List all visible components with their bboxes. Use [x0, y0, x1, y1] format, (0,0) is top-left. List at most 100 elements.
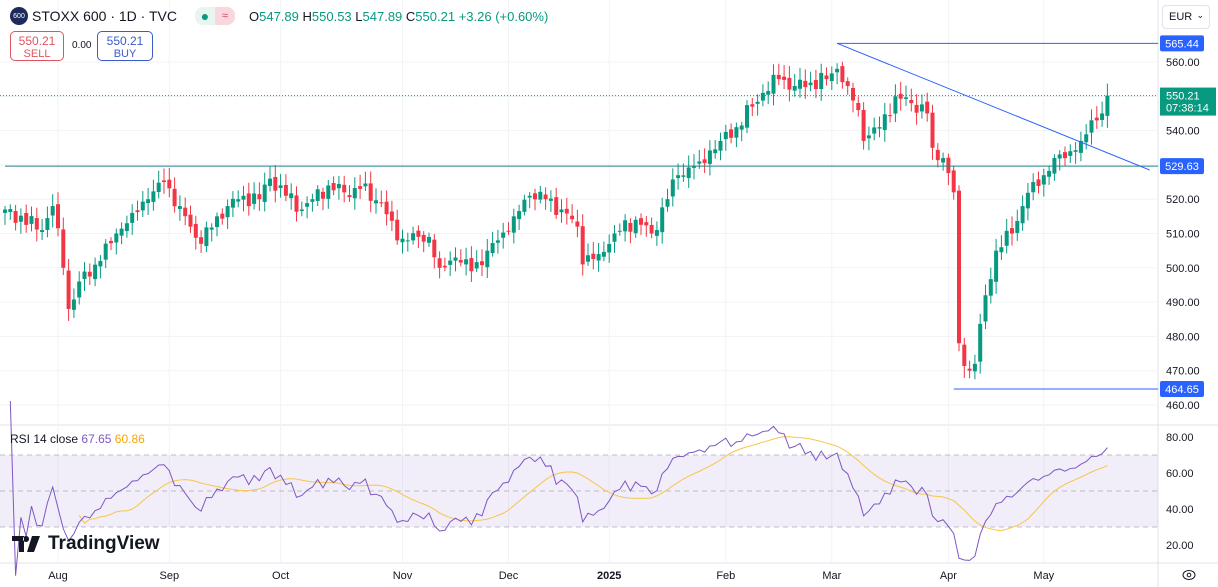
candle-body	[930, 112, 935, 148]
candle-body	[384, 201, 389, 215]
candle-body	[1004, 230, 1009, 246]
candle-body	[1041, 175, 1046, 185]
level-price-label: 565.44	[1165, 38, 1199, 50]
candle-body	[1089, 120, 1094, 133]
settings-icon	[1182, 570, 1196, 580]
candle-body	[188, 214, 193, 227]
time-tick-label: Mar	[822, 570, 841, 582]
candle-body	[98, 260, 103, 267]
candle-body	[1063, 152, 1067, 159]
candle-body	[882, 114, 887, 130]
candle-body	[601, 251, 606, 257]
time-tick-label: Oct	[272, 570, 289, 582]
candle-body	[156, 182, 161, 193]
candle-body	[835, 68, 840, 73]
candle-body	[872, 127, 877, 134]
currency-select[interactable]: EUR ⌄	[1162, 5, 1210, 29]
candle-body	[29, 216, 34, 224]
candle-body	[321, 191, 325, 199]
candle-body	[649, 224, 654, 234]
candle-body	[697, 161, 702, 164]
candle-body	[734, 127, 739, 138]
candle-body	[570, 215, 575, 220]
candle-body	[262, 184, 267, 202]
candle-body	[898, 93, 903, 99]
candle-body	[586, 255, 590, 262]
candle-body	[1010, 228, 1014, 234]
last-price-label: 550.21	[1166, 91, 1200, 103]
candle-body	[893, 96, 898, 114]
candle-body	[289, 193, 294, 199]
candle-body	[628, 222, 633, 232]
candle-body	[294, 195, 299, 212]
candle-body	[829, 73, 834, 82]
delayed-data-icon: ≈	[214, 7, 235, 25]
candle-body	[623, 220, 628, 232]
candle-body	[1015, 221, 1020, 233]
candle-body	[713, 149, 718, 154]
settings-icon-outer	[1182, 570, 1196, 580]
candle-body	[490, 242, 495, 254]
time-tick-label: Dec	[499, 570, 519, 582]
candle-body	[34, 218, 39, 230]
price-tick-label: 480.00	[1166, 331, 1200, 343]
candle-body	[845, 81, 850, 87]
candle-body	[183, 207, 188, 217]
rsi-legend: RSI 14 close 67.65 60.86	[10, 432, 145, 446]
market-open-icon: ●	[200, 8, 210, 24]
candle-body	[66, 270, 71, 309]
candle-body	[792, 86, 797, 91]
candle-body	[617, 230, 622, 232]
candle-body	[352, 187, 357, 199]
tradingview-watermark[interactable]: TradingView	[12, 533, 160, 555]
candle-body	[607, 244, 612, 253]
time-tick-label: Nov	[393, 570, 413, 582]
candle-body	[1068, 151, 1073, 156]
chevron-down-icon: ⌄	[1196, 10, 1204, 20]
candle-body	[1025, 192, 1030, 209]
candle-body	[575, 221, 580, 227]
candle-body	[40, 230, 45, 233]
candle-body	[1100, 113, 1105, 121]
candle-body	[448, 260, 453, 265]
sell-button[interactable]: 550.21 SELL	[10, 31, 64, 61]
rsi-line	[9, 400, 1108, 576]
candle-body	[1047, 170, 1052, 177]
candle-body	[241, 195, 246, 200]
candle-body	[914, 104, 919, 113]
candle-body	[1073, 150, 1078, 152]
candle-body	[56, 204, 60, 229]
level-price-label: 529.63	[1165, 161, 1199, 173]
candle-body	[177, 206, 182, 209]
market-status[interactable]: ● ≈	[194, 7, 235, 25]
candle-body	[856, 103, 861, 111]
candle-body	[702, 159, 707, 164]
candle-body	[798, 79, 802, 89]
rsi-tick-label: 60.00	[1166, 468, 1194, 480]
candle-body	[946, 157, 951, 174]
candle-body	[199, 237, 204, 244]
candle-body	[1031, 182, 1036, 193]
rsi-tick-label: 20.00	[1166, 540, 1194, 552]
candle-body	[776, 74, 781, 80]
candle-body	[50, 206, 55, 216]
candle-body	[209, 227, 214, 230]
candle-body	[283, 184, 288, 196]
candle-body	[140, 201, 145, 211]
buy-button[interactable]: 550.21 BUY	[97, 31, 153, 61]
candle-body	[326, 185, 331, 199]
candle-body	[755, 101, 760, 104]
candle-body	[215, 216, 219, 227]
symbol-title[interactable]: STOXX 600 · 1D · TVC	[32, 8, 177, 24]
time-tick-label: Aug	[48, 570, 68, 582]
candle-body	[379, 202, 384, 204]
countdown-label: 07:38:14	[1166, 103, 1209, 115]
candle-body	[909, 99, 914, 104]
candle-body	[146, 199, 151, 204]
candle-body	[336, 183, 341, 189]
level-price-badge	[1160, 381, 1204, 398]
candle-body	[745, 105, 749, 128]
candle-body	[437, 258, 442, 268]
candle-body	[888, 115, 893, 117]
